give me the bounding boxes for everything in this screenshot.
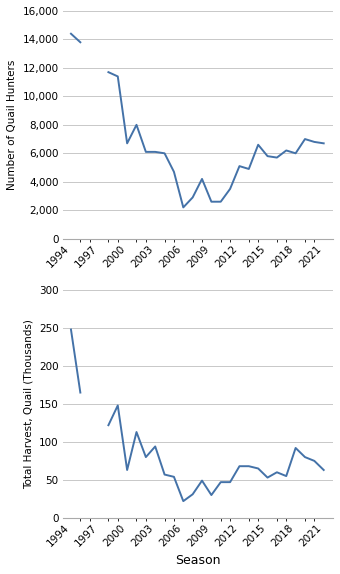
Y-axis label: Total Harvest, Quail (Thousands): Total Harvest, Quail (Thousands): [23, 319, 33, 489]
X-axis label: Season: Season: [175, 554, 221, 567]
Y-axis label: Number of Quail Hunters: Number of Quail Hunters: [7, 60, 17, 190]
